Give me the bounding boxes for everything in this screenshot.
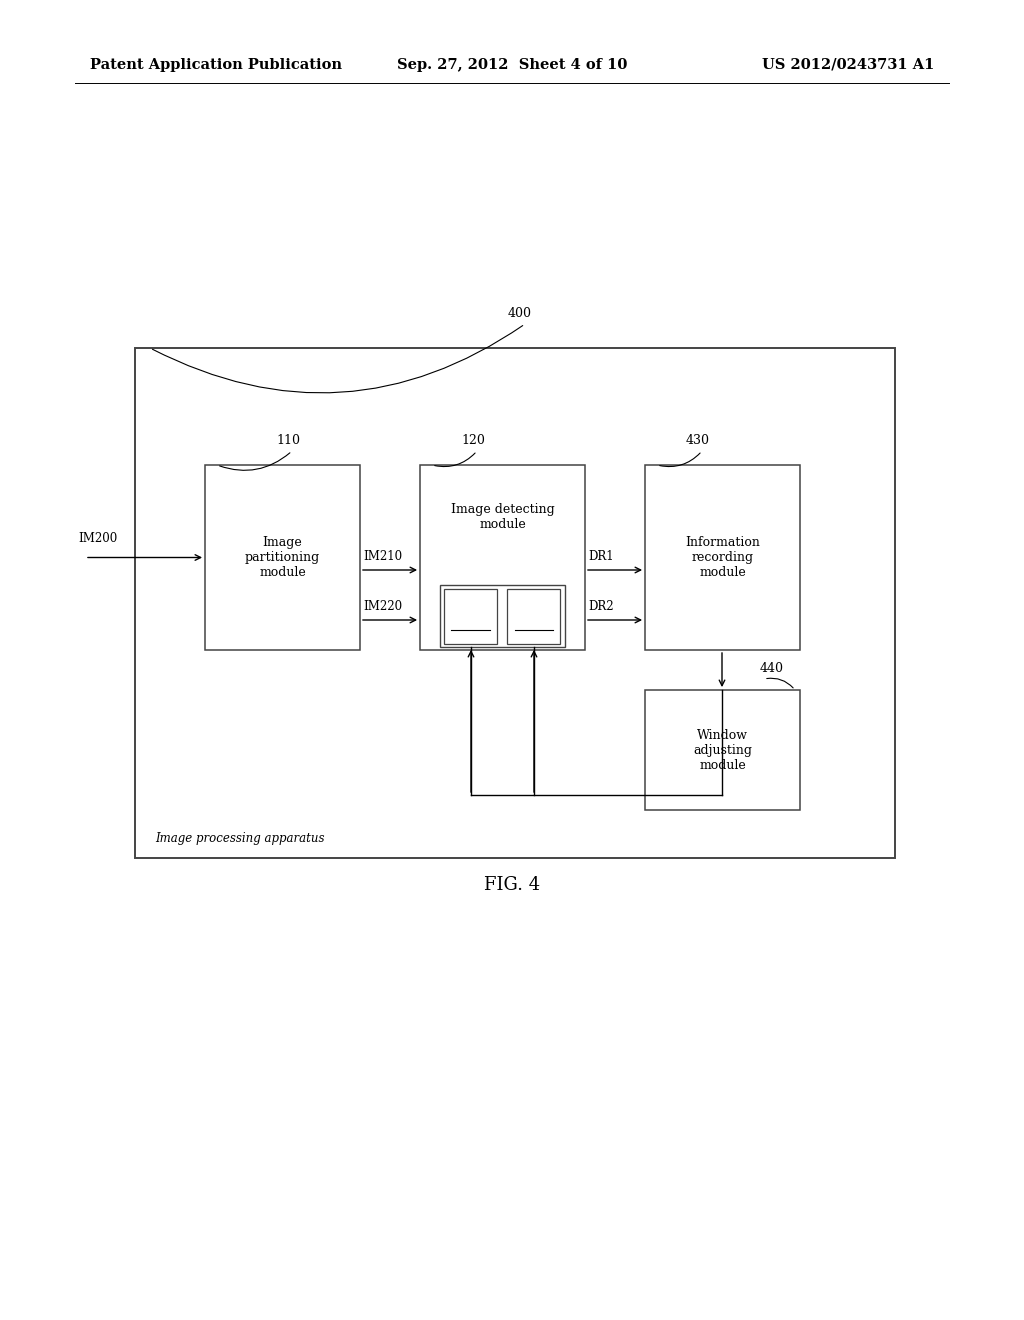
Bar [205, 465, 360, 649]
Bar [645, 465, 800, 649]
Text: 110: 110 [276, 434, 300, 447]
Text: US 2012/0243731 A1: US 2012/0243731 A1 [762, 58, 934, 73]
Text: DR2: DR2 [588, 601, 613, 612]
Text: Information
recording
module: Information recording module [685, 536, 760, 579]
Text: SW1: SW1 [457, 610, 484, 623]
Text: DR1: DR1 [588, 550, 613, 564]
Text: 120: 120 [461, 434, 485, 447]
Text: 400: 400 [508, 308, 532, 319]
Text: Patent Application Publication: Patent Application Publication [90, 58, 342, 73]
Text: IM200: IM200 [78, 532, 118, 545]
Bar [440, 585, 565, 647]
Bar [135, 348, 895, 858]
Text: Image
partitioning
module: Image partitioning module [245, 536, 321, 579]
Text: FIG. 4: FIG. 4 [484, 876, 540, 894]
Bar [420, 465, 585, 649]
Bar [507, 589, 560, 644]
Text: SW2: SW2 [520, 610, 547, 623]
Bar [444, 589, 497, 644]
Text: IM220: IM220 [362, 601, 402, 612]
Text: 430: 430 [686, 434, 710, 447]
Text: Sep. 27, 2012  Sheet 4 of 10: Sep. 27, 2012 Sheet 4 of 10 [397, 58, 627, 73]
Text: Window
adjusting
module: Window adjusting module [693, 729, 752, 771]
Text: Image detecting
module: Image detecting module [451, 503, 554, 531]
Bar [645, 690, 800, 810]
Text: 440: 440 [760, 663, 784, 675]
Text: IM210: IM210 [362, 550, 402, 564]
Text: Image processing apparatus: Image processing apparatus [155, 832, 325, 845]
